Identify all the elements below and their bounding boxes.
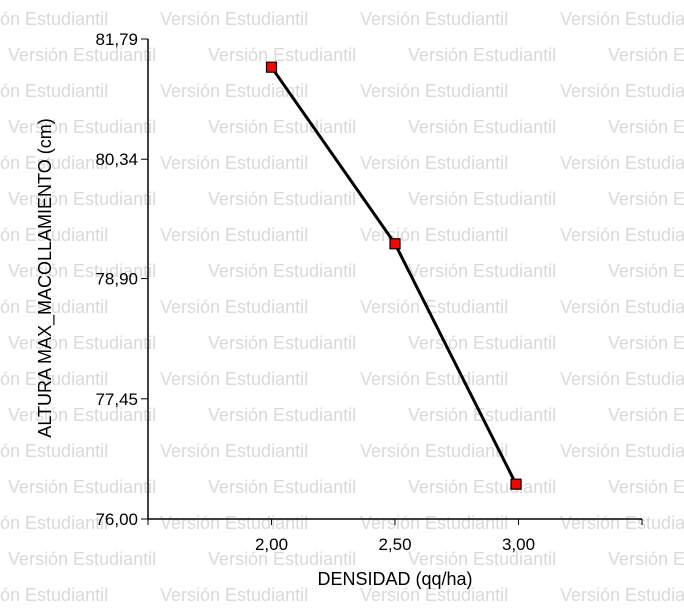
watermark-text: Versión Estudiantil: [560, 369, 684, 389]
watermark-text: Versión Estudiantil: [608, 45, 684, 65]
watermark-text: Versión Estudiantil: [8, 333, 156, 353]
watermark-text: Versión Estudiantil: [608, 405, 684, 425]
watermark-text: Versión Estudiantil: [160, 9, 308, 29]
y-axis-title: ALTURA MAX_MACOLLAMIENTO (cm): [35, 118, 56, 437]
x-axis-title: DENSIDAD (qq/ha): [317, 569, 472, 589]
watermark-text: Versión Estudiantil: [208, 477, 356, 497]
watermark-text: Versión Estudiantil: [0, 585, 108, 605]
watermark-text: Versión Estudiantil: [0, 81, 108, 101]
watermark-text: Versión Estudiantil: [360, 9, 508, 29]
watermark-text: Versión Estudiantil: [360, 297, 508, 317]
watermark-text: Versión Estudiantil: [0, 441, 108, 461]
watermark-text: Versión Estudiantil: [360, 585, 508, 605]
watermark-text: Versión Estudiantil: [608, 261, 684, 281]
watermark-text: Versión Estudiantil: [160, 297, 308, 317]
y-tick-label: 77,45: [95, 390, 138, 409]
y-axis-ticks: 76,00 77,45 78,90 80,34 81,79: [95, 30, 148, 529]
watermark-text: Versión Estudiantil: [560, 585, 684, 605]
watermark-text: Versión Estudiantil: [208, 189, 356, 209]
watermark-text: Versión Estudiantil: [160, 81, 308, 101]
watermark-text: Versión Estudiantil: [8, 405, 156, 425]
watermark-text: Versión Estudiantil: [560, 297, 684, 317]
watermark-text: Versión Estudiantil: [560, 9, 684, 29]
watermark-text: Versión Estudiantil: [560, 225, 684, 245]
watermark-text: Versión Estudiantil: [208, 261, 356, 281]
watermark-text: Versión Estudiantil: [560, 513, 684, 533]
watermark-text: Versión Estudiantil: [0, 513, 108, 533]
watermark-text: Versión Estudiantil: [408, 117, 556, 137]
watermark-text: Versión Estudiantil: [408, 45, 556, 65]
watermark-text: Versión Estudiantil: [208, 45, 356, 65]
watermark-text: Versión Estudiantil: [360, 153, 508, 173]
x-tick-label: 2,50: [378, 535, 411, 554]
watermark-text: Versión Estudiantil: [160, 225, 308, 245]
watermark-text: Versión Estudiantil: [160, 513, 308, 533]
watermark-text: Versión Estudiantil: [608, 477, 684, 497]
watermark-text: Versión Estudiantil: [408, 261, 556, 281]
watermark-text: Versión Estudiantil: [360, 81, 508, 101]
watermark-text: Versión Estudiantil: [360, 513, 508, 533]
watermark-text: Versión Estudiantil: [0, 153, 108, 173]
x-tick-label: 3,00: [502, 535, 535, 554]
watermark-text: Versión Estudiantil: [408, 477, 556, 497]
watermark-text: Versión Estudiantil: [0, 225, 108, 245]
watermark-text: Versión Estudiantil: [160, 441, 308, 461]
watermark-text: Versión Estudiantil: [560, 441, 684, 461]
watermark-text: Versión Estudiantil: [408, 549, 556, 569]
data-points: [265, 61, 522, 490]
data-point-marker: [510, 478, 522, 490]
watermark-text: Versión Estudiantil: [0, 9, 108, 29]
watermark-text: Versión Estudiantil: [608, 117, 684, 137]
watermark-text: Versión Estudiantil: [0, 369, 108, 389]
watermark-text: Versión Estudiantil: [8, 45, 156, 65]
y-tick-label: 76,00: [95, 510, 138, 529]
watermark-text: Versión Estudiantil: [608, 549, 684, 569]
watermark-text: Versión Estudiantil: [408, 189, 556, 209]
watermark-text: Versión Estudiantil: [560, 81, 684, 101]
y-tick-label: 80,34: [95, 150, 138, 169]
watermark-text: Versión Estudiantil: [608, 333, 684, 353]
watermark-text: Versión Estudiantil: [208, 117, 356, 137]
watermark-text: Versión Estudiantil: [8, 117, 156, 137]
watermark-text: Versión Estudiantil: [160, 585, 308, 605]
watermark-text: Versión Estudiantil: [208, 333, 356, 353]
watermark-text: Versión Estudiantil: [0, 297, 108, 317]
x-axis-ticks: 2,00 2,50 3,00: [147, 519, 643, 554]
watermark-text: Versión Estudiantil: [8, 189, 156, 209]
watermark-text: Versión Estudiantil: [160, 153, 308, 173]
x-tick-label: 2,00: [255, 535, 288, 554]
y-tick-label: 78,90: [95, 270, 138, 289]
watermark-text: Versión Estudiantil: [208, 549, 356, 569]
watermark-text: Versión Estudiantil: [360, 441, 508, 461]
y-tick-label: 81,79: [95, 30, 138, 49]
watermark-text: Versión Estudiantil: [360, 369, 508, 389]
watermark-text: Versión Estudiantil: [608, 189, 684, 209]
data-point-marker: [265, 61, 278, 73]
watermark-text: Versión Estudiantil: [560, 153, 684, 173]
watermark-text: Versión Estudiantil: [8, 261, 156, 281]
watermark-text: Versión Estudiantil: [208, 405, 356, 425]
watermark-text: Versión Estudiantil: [160, 369, 308, 389]
data-point-marker: [389, 238, 401, 250]
watermark-text: Versión Estudiantil: [8, 549, 156, 569]
watermark-text: Versión Estudiantil: [8, 477, 156, 497]
watermark-text: Versión Estudiantil: [408, 333, 556, 353]
